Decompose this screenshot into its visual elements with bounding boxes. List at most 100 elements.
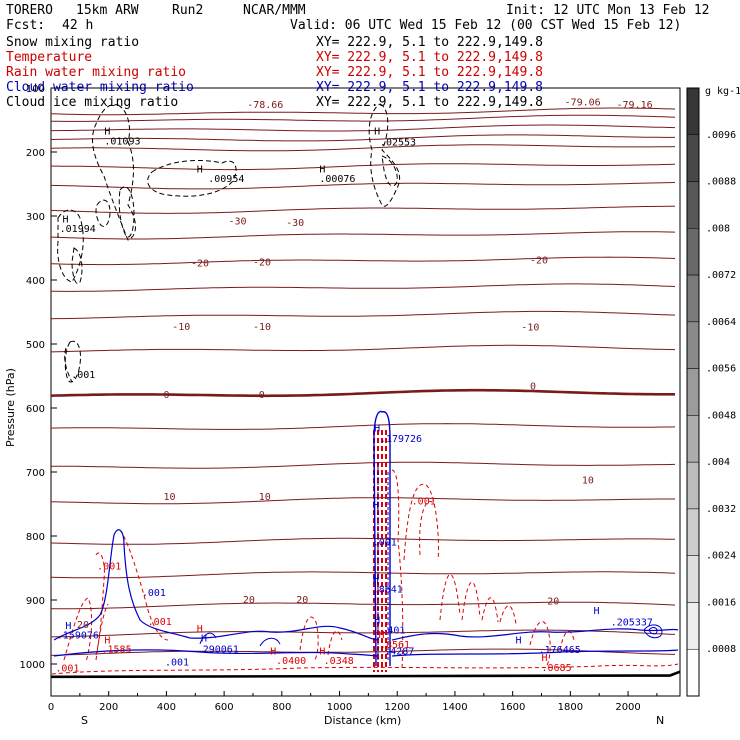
field-rain-xy: XY= 222.9, 5.1 to 222.9,149.8 — [316, 65, 543, 80]
temperature-label: 0 — [164, 390, 170, 401]
fcst-value: 42 h — [62, 18, 93, 33]
x-tick-label: 800 — [272, 702, 291, 713]
max-marker: H — [378, 630, 384, 641]
isotherm — [50, 344, 676, 353]
colorbar-label: .0008 — [706, 644, 736, 655]
x-tick-label: 400 — [157, 702, 176, 713]
colorbar-frame — [686, 87, 700, 697]
max-marker: H — [373, 500, 379, 511]
max-marker: H — [104, 636, 110, 647]
temperature-label: -78.66 — [247, 100, 283, 111]
cloud-water-contour — [643, 624, 663, 639]
y-tick-label: 400 — [26, 276, 45, 287]
y-tick-label: 700 — [26, 468, 45, 479]
temperature-label: -20 — [530, 255, 548, 266]
model-name: TORERO — [6, 3, 53, 18]
temperature-label: 0 — [530, 381, 536, 392]
temperature-label: 20 — [547, 596, 559, 607]
cloud-water-label: .159076 — [57, 630, 99, 641]
cloud-water-label: .176465 — [539, 645, 581, 656]
isotherm — [50, 423, 676, 430]
colorbar-label: .0096 — [706, 130, 736, 141]
cloud-ice-contours — [64, 247, 83, 383]
snow-max-label: .00076 — [319, 174, 355, 185]
temperature-label: -10 — [253, 322, 271, 333]
cloud-water-label: .4287 — [384, 646, 414, 657]
max-marker: H — [593, 606, 599, 617]
south-label: S — [81, 714, 88, 727]
rain-contour — [95, 552, 105, 656]
max-marker: H — [197, 164, 203, 175]
temperature-label: 10 — [259, 492, 271, 503]
rain-label: .001 — [412, 497, 436, 508]
colorbar-cells — [686, 87, 700, 697]
fcst-label: Fcst: — [6, 18, 45, 33]
colorbar-label: .0064 — [706, 317, 736, 328]
temperature-label: 20 — [243, 595, 255, 606]
max-marker: H — [63, 214, 69, 225]
colorbar-label: .0072 — [706, 270, 736, 281]
colorbar-label: .0088 — [706, 177, 736, 188]
y-axis-title: Pressure (hPa) — [4, 368, 17, 447]
rain-label: .001 — [97, 561, 121, 572]
x-tick-label: 1600 — [500, 702, 525, 713]
x-tick-label: 200 — [99, 702, 118, 713]
rain-max-label: .8561 — [380, 640, 410, 651]
header: TORERO 15km ARW Run2 NCAR/MMM Init: 12 U… — [6, 3, 710, 33]
cloud-ice-contour — [64, 340, 81, 383]
max-marker: H — [197, 624, 203, 635]
snow-max-label: .00954 — [208, 174, 244, 185]
field-cloud-ice-xy: XY= 222.9, 5.1 to 222.9,149.8 — [316, 95, 543, 110]
temperature-label: 0 — [259, 390, 265, 401]
rain-label: .001 — [55, 664, 79, 675]
colorbar-labels: .0096 .0088 .008 .0072 .0064 .0056 .0048 .004 .0… — [706, 130, 736, 655]
temperature-contours — [50, 107, 676, 656]
max-marker: H — [374, 616, 380, 627]
isotherm — [50, 205, 675, 214]
colorbar-cell — [686, 87, 700, 136]
y-tick-label: 300 — [26, 212, 45, 223]
rain-max-label: .0400 — [276, 656, 306, 667]
temperature-label: -30 — [228, 216, 246, 227]
resolution: 15km ARW — [76, 3, 139, 18]
snow-contour — [92, 104, 136, 241]
max-marker: H — [319, 646, 325, 657]
cloud-water-contour — [53, 649, 679, 657]
cloud-water-contours — [53, 410, 679, 667]
colorbar-cell — [686, 228, 700, 276]
valid-time: Valid: 06 UTC Wed 15 Feb 12 (00 CST Wed … — [290, 18, 681, 33]
rain-contour — [51, 663, 679, 675]
snow-max-label: .01093 — [104, 136, 140, 147]
snow-contours — [57, 103, 400, 283]
temperature-label: 10 — [164, 492, 176, 503]
cloud-ice-contour — [64, 347, 73, 383]
x-axis-title: Distance (km) — [324, 714, 401, 727]
snow-contour — [381, 155, 398, 187]
x-tick-label: 1800 — [558, 702, 583, 713]
field-snow-name: Snow mixing ratio — [6, 35, 139, 50]
temperature-label: -10 — [521, 323, 539, 334]
plot-frame — [50, 87, 681, 697]
temperature-label: 20 — [296, 595, 308, 606]
field-list: Snow mixing ratio XY= 222.9, 5.1 to 222.… — [6, 35, 543, 110]
isotherm — [50, 648, 676, 656]
colorbar-cell — [686, 648, 700, 697]
x-tick-label: 1000 — [327, 702, 352, 713]
temperature-label: -79.06 — [565, 97, 601, 108]
temperature-label: -20 — [191, 259, 209, 270]
terrain-line — [50, 670, 681, 679]
field-temperature-name: Temperature — [6, 50, 92, 65]
cloud-water-label: .205337 — [611, 618, 653, 629]
isotherm — [51, 461, 676, 469]
temperature-label: -20 — [253, 257, 271, 268]
snow-contour — [57, 209, 84, 283]
value-labels: -78.66 -79.16 -79.06 -30 -30 -20 -20 -20 -10 -10 -… — [55, 97, 653, 674]
isotherm — [50, 571, 676, 579]
rain-max-label: .1585 — [101, 644, 131, 655]
isotherm — [50, 310, 676, 320]
colorbar-cell — [686, 321, 700, 369]
max-marker: H — [542, 653, 548, 664]
x-tick-label: 1200 — [385, 702, 410, 713]
